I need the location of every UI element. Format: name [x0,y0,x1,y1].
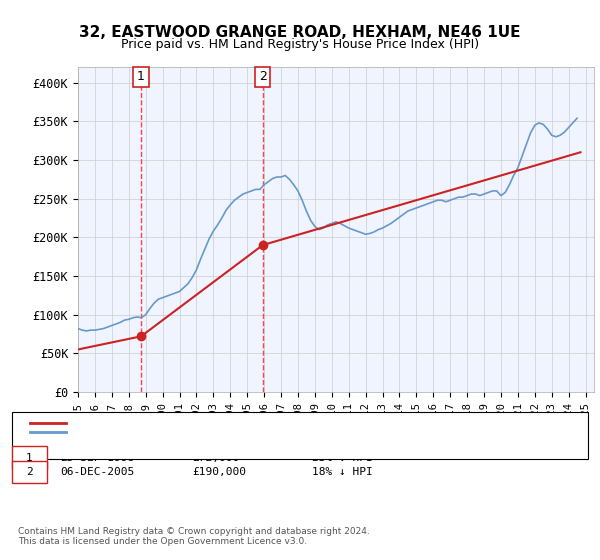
Text: £190,000: £190,000 [192,467,246,477]
Text: 1: 1 [26,452,33,463]
Text: 32, EASTWOOD GRANGE ROAD, HEXHAM, NE46 1UE: 32, EASTWOOD GRANGE ROAD, HEXHAM, NE46 1… [79,25,521,40]
Text: 32, EASTWOOD GRANGE ROAD, HEXHAM, NE46 1UE (detached house): 32, EASTWOOD GRANGE ROAD, HEXHAM, NE46 1… [72,418,441,428]
Text: 06-DEC-2005: 06-DEC-2005 [60,467,134,477]
Text: £72,000: £72,000 [192,452,239,463]
Text: 25-SEP-1998: 25-SEP-1998 [60,452,134,463]
Text: 23% ↓ HPI: 23% ↓ HPI [312,452,373,463]
Text: Price paid vs. HM Land Registry's House Price Index (HPI): Price paid vs. HM Land Registry's House … [121,38,479,51]
Text: HPI: Average price, detached house, Northumberland: HPI: Average price, detached house, Nort… [72,427,385,437]
Text: 2: 2 [259,71,266,83]
Text: 18% ↓ HPI: 18% ↓ HPI [312,467,373,477]
Text: 1: 1 [137,71,145,83]
Text: Contains HM Land Registry data © Crown copyright and database right 2024.
This d: Contains HM Land Registry data © Crown c… [18,526,370,546]
Text: 2: 2 [26,467,33,477]
